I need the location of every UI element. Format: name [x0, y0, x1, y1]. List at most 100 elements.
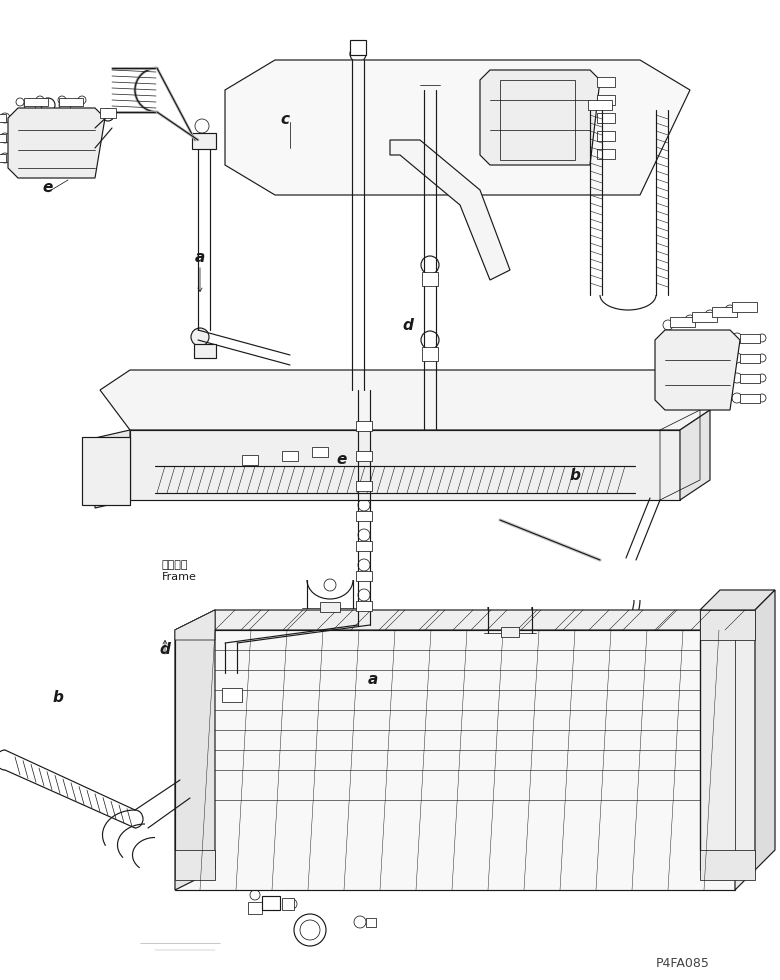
Circle shape	[358, 409, 370, 421]
Polygon shape	[597, 131, 615, 141]
Circle shape	[685, 315, 695, 325]
Circle shape	[725, 305, 735, 315]
Polygon shape	[422, 272, 438, 286]
Polygon shape	[350, 40, 366, 55]
Polygon shape	[501, 627, 519, 637]
Polygon shape	[356, 511, 372, 521]
Text: d: d	[160, 643, 171, 658]
Polygon shape	[655, 330, 740, 410]
Circle shape	[358, 439, 370, 451]
Circle shape	[350, 46, 366, 62]
Polygon shape	[588, 100, 612, 110]
Text: e: e	[337, 453, 347, 467]
Circle shape	[421, 256, 439, 274]
Text: d: d	[402, 318, 413, 332]
Polygon shape	[712, 307, 737, 317]
Polygon shape	[356, 421, 372, 431]
Circle shape	[92, 457, 120, 485]
Text: e: e	[43, 180, 53, 195]
Polygon shape	[366, 918, 376, 927]
Polygon shape	[192, 133, 216, 149]
Polygon shape	[130, 430, 680, 500]
Circle shape	[354, 916, 366, 928]
Polygon shape	[597, 149, 615, 159]
Polygon shape	[740, 394, 760, 403]
Text: b: b	[52, 690, 63, 705]
Text: P4FA085: P4FA085	[656, 957, 710, 970]
Polygon shape	[312, 447, 328, 457]
Circle shape	[358, 529, 370, 541]
Polygon shape	[740, 334, 760, 343]
Circle shape	[732, 333, 742, 343]
Polygon shape	[740, 354, 760, 363]
Polygon shape	[282, 898, 294, 910]
Circle shape	[191, 328, 209, 346]
Polygon shape	[390, 140, 510, 280]
Circle shape	[358, 469, 370, 481]
Circle shape	[590, 113, 600, 123]
Text: a: a	[195, 251, 205, 266]
Polygon shape	[8, 108, 105, 178]
Polygon shape	[670, 317, 695, 327]
Polygon shape	[82, 437, 130, 505]
Circle shape	[71, 109, 89, 127]
Circle shape	[59, 99, 71, 111]
Polygon shape	[24, 98, 48, 106]
Circle shape	[0, 113, 10, 123]
Polygon shape	[356, 541, 372, 551]
Circle shape	[86, 451, 126, 491]
Polygon shape	[0, 154, 6, 162]
Circle shape	[590, 77, 600, 87]
Polygon shape	[700, 850, 755, 880]
Circle shape	[250, 890, 260, 900]
Circle shape	[500, 62, 510, 72]
Circle shape	[732, 353, 742, 363]
Circle shape	[358, 589, 370, 601]
Circle shape	[222, 673, 240, 691]
Circle shape	[520, 62, 530, 72]
Polygon shape	[175, 610, 755, 630]
Circle shape	[590, 149, 600, 159]
Polygon shape	[680, 410, 710, 500]
Circle shape	[590, 95, 600, 105]
Polygon shape	[740, 374, 760, 383]
Circle shape	[102, 109, 114, 121]
Polygon shape	[242, 455, 258, 465]
Polygon shape	[356, 571, 372, 581]
Circle shape	[655, 101, 669, 115]
Polygon shape	[0, 134, 6, 142]
Polygon shape	[597, 95, 615, 105]
Polygon shape	[282, 451, 298, 461]
Circle shape	[24, 99, 36, 111]
Text: a: a	[368, 672, 378, 688]
Polygon shape	[100, 370, 710, 430]
Circle shape	[705, 310, 715, 320]
Polygon shape	[194, 344, 216, 358]
Polygon shape	[422, 347, 438, 361]
Polygon shape	[732, 302, 757, 312]
Polygon shape	[175, 610, 215, 890]
Polygon shape	[0, 114, 6, 122]
Polygon shape	[356, 601, 372, 611]
Circle shape	[589, 101, 603, 115]
Polygon shape	[356, 481, 372, 491]
Polygon shape	[175, 630, 735, 890]
Polygon shape	[175, 850, 215, 880]
Circle shape	[358, 499, 370, 511]
Polygon shape	[175, 610, 215, 640]
Circle shape	[358, 559, 370, 571]
Polygon shape	[356, 451, 372, 461]
Circle shape	[732, 393, 742, 403]
Circle shape	[421, 331, 439, 349]
Circle shape	[0, 133, 10, 143]
Polygon shape	[480, 70, 600, 165]
Polygon shape	[320, 602, 340, 612]
Polygon shape	[597, 113, 615, 123]
Circle shape	[676, 433, 700, 457]
Circle shape	[560, 62, 570, 72]
Polygon shape	[262, 896, 280, 910]
Polygon shape	[692, 312, 717, 322]
Circle shape	[294, 914, 326, 946]
Circle shape	[683, 356, 711, 384]
Polygon shape	[755, 590, 775, 870]
